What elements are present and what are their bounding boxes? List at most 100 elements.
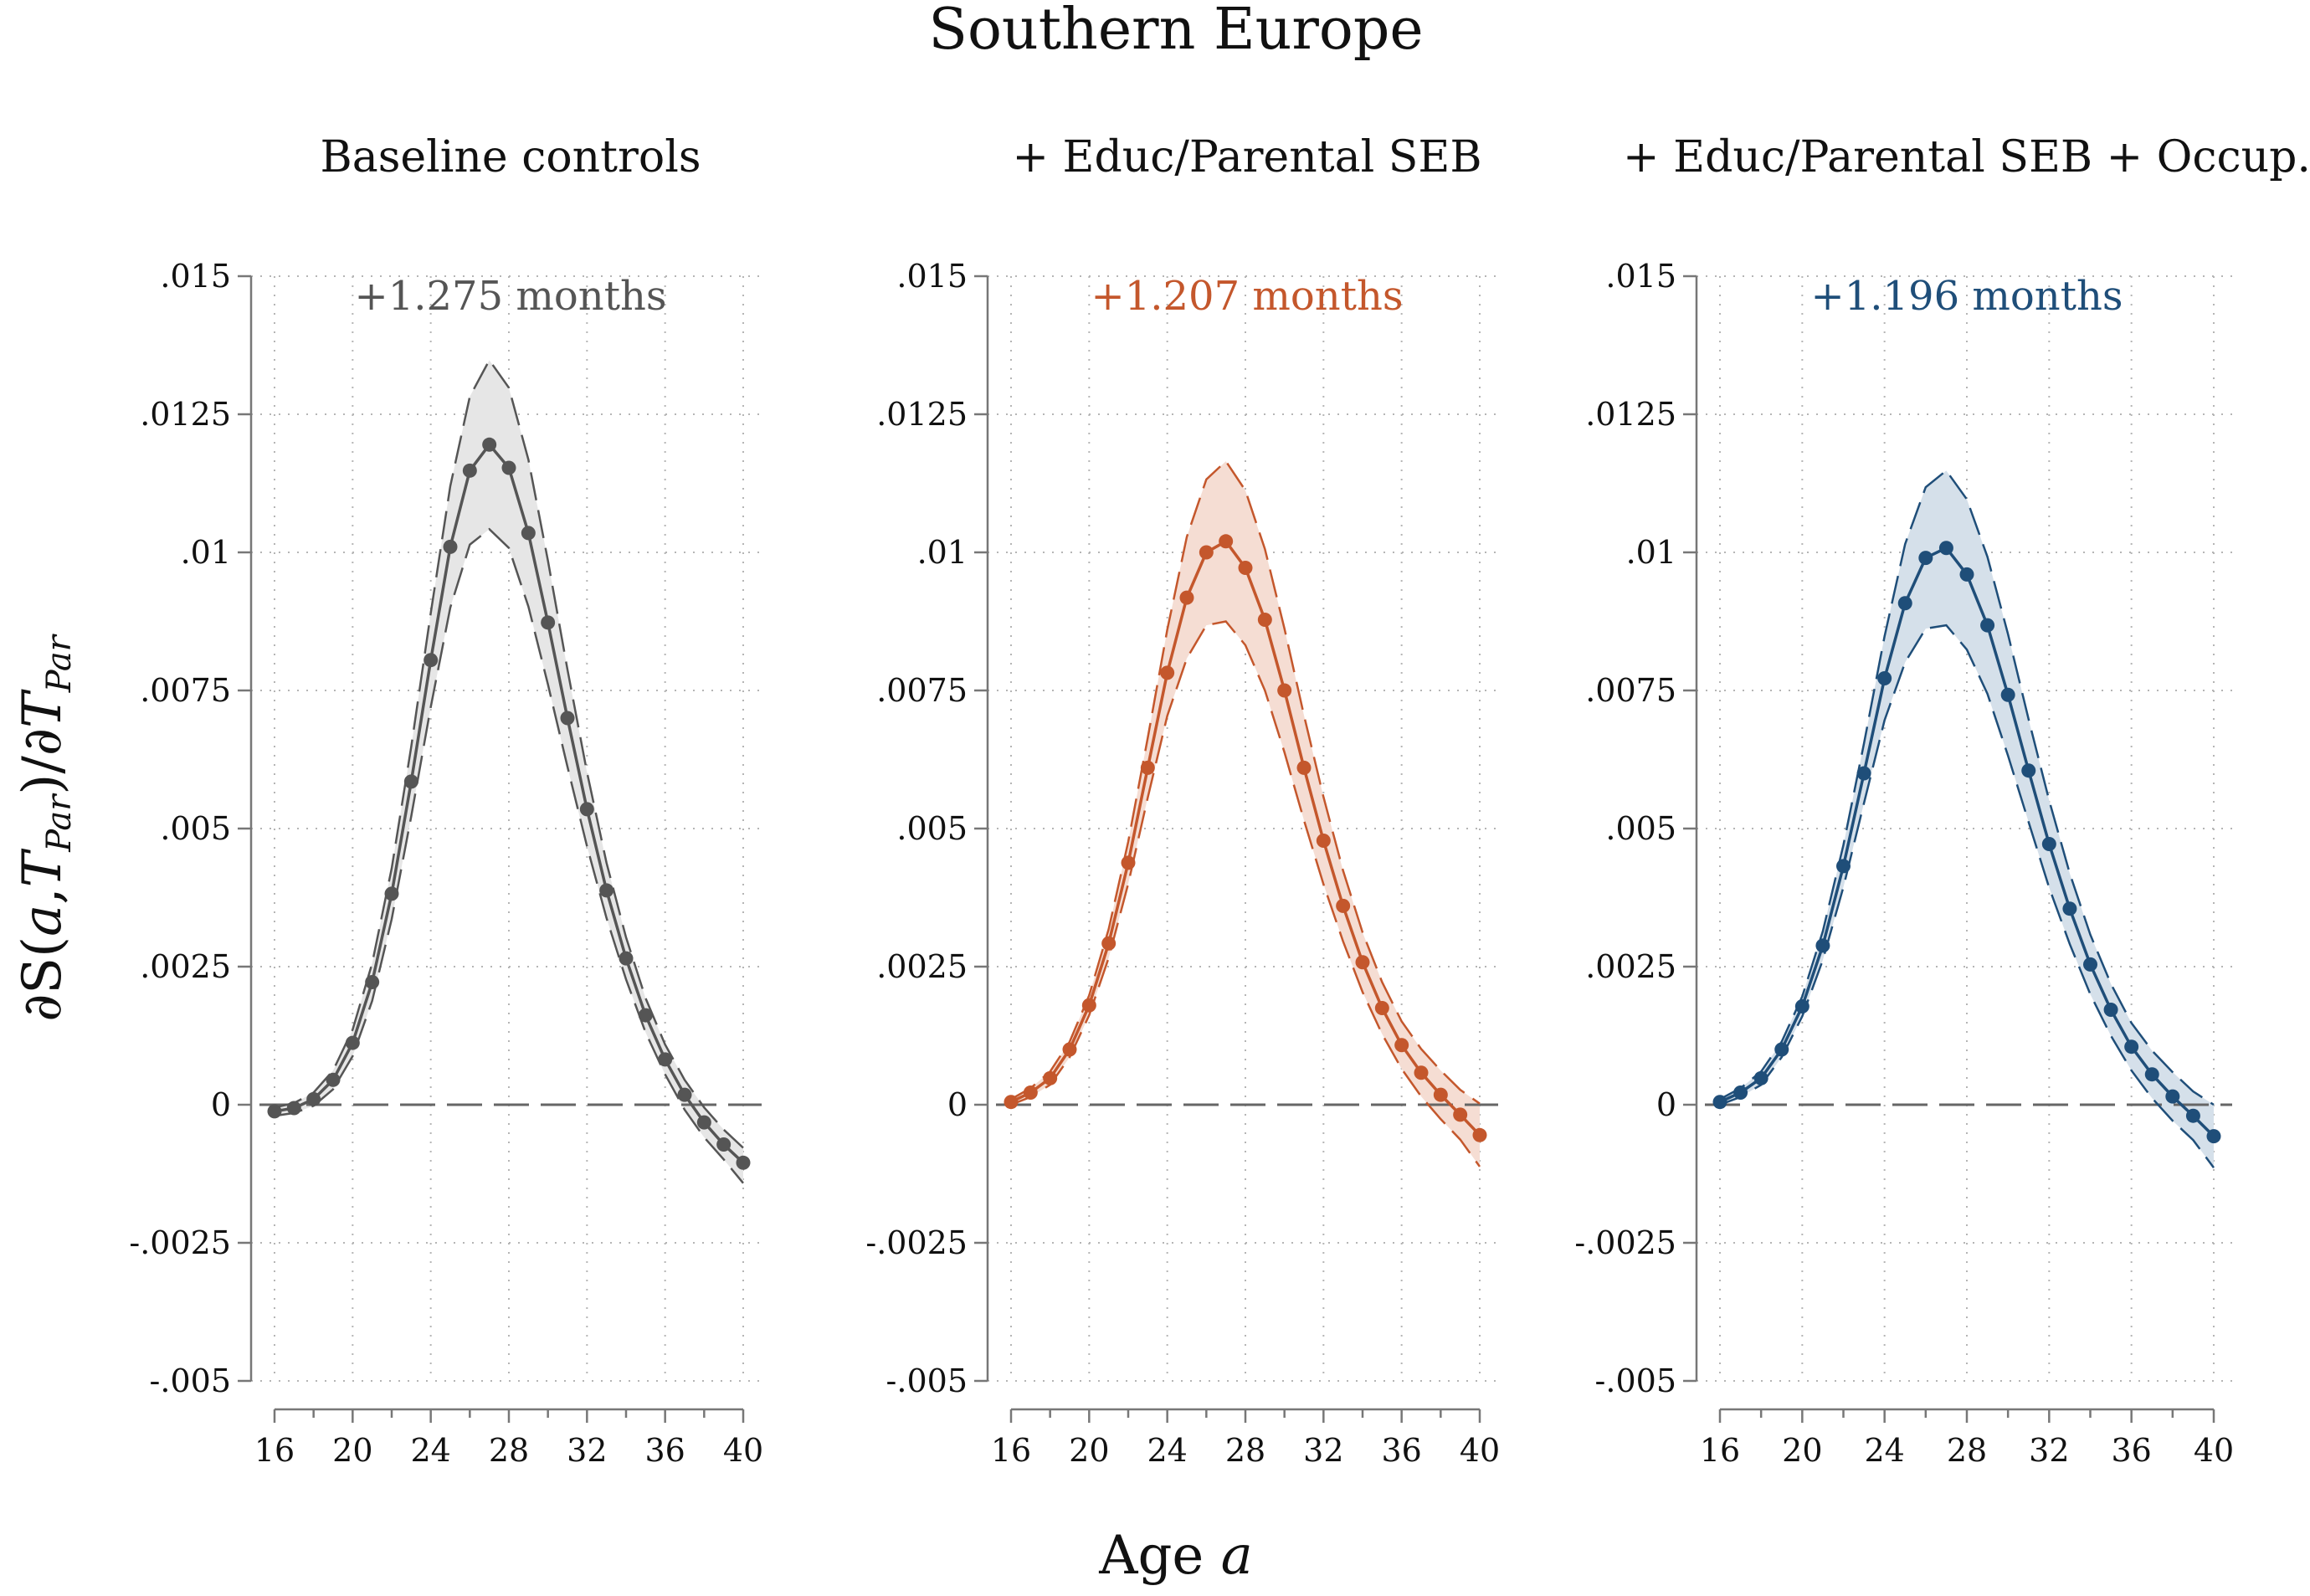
y-tick-label: .005: [1605, 810, 1676, 847]
y-tick-label: .0125: [876, 396, 968, 433]
y-tick-label: .0125: [1585, 396, 1676, 433]
y-tick-label: .01: [181, 534, 231, 571]
data-point: [1140, 760, 1155, 775]
data-point: [1938, 541, 1953, 556]
x-tick-label: 36: [2111, 1432, 2151, 1469]
data-point: [1959, 567, 1974, 582]
data-point: [1472, 1127, 1487, 1142]
months-annotation: +1.275 months: [354, 273, 666, 320]
data-point: [619, 951, 634, 966]
data-point: [2000, 687, 2015, 702]
y-tick-label: .0075: [1585, 672, 1676, 709]
data-point: [1414, 1065, 1429, 1080]
data-point: [306, 1091, 321, 1106]
data-point: [443, 539, 458, 554]
y-tick-label: .01: [917, 534, 968, 571]
data-point: [1316, 834, 1331, 849]
data-point: [1296, 760, 1312, 775]
data-point: [1712, 1095, 1727, 1110]
data-point: [1179, 590, 1194, 605]
data-point: [1374, 1001, 1389, 1015]
months-annotation: +1.196 months: [1810, 273, 2123, 320]
y-tick-label: .0125: [140, 396, 231, 433]
data-point: [2124, 1039, 2139, 1055]
y-axis-title: ∂S(a,TPar)/∂TPar: [12, 633, 79, 1021]
data-point: [716, 1137, 732, 1152]
x-axis-title-word: Age: [1098, 1525, 1204, 1587]
data-point: [1918, 551, 1933, 566]
y-tick-label: .0075: [876, 672, 968, 709]
y-axis-title-subscript: Par: [40, 633, 79, 693]
y-tick-label: .0025: [1585, 948, 1676, 985]
x-tick-label: 16: [991, 1432, 1031, 1469]
y-axis-title-part: )/∂: [12, 728, 74, 795]
panel-title: + Educ/Parental SEB: [1012, 132, 1481, 182]
y-tick-label: -.005: [150, 1363, 231, 1399]
panel-title: + Educ/Parental SEB + Occup.: [1623, 132, 2310, 182]
data-point: [1199, 545, 1214, 560]
data-point: [2083, 957, 2097, 972]
x-tick-label: 40: [723, 1432, 763, 1469]
x-tick-label: 20: [332, 1432, 372, 1469]
y-axis-title-var-a: a: [12, 905, 74, 937]
confidence-band: [1720, 470, 2214, 1168]
y-axis-title-var-t: T: [12, 848, 74, 887]
x-tick-label: 20: [1782, 1432, 1822, 1469]
data-point: [1433, 1087, 1448, 1102]
y-axis-title-comma: ,: [12, 887, 74, 904]
data-point: [1394, 1038, 1409, 1053]
panel-title: Baseline controls: [320, 132, 701, 182]
data-point: [736, 1155, 751, 1170]
data-point: [1004, 1095, 1019, 1110]
data-point: [521, 526, 536, 541]
data-point: [1774, 1042, 1789, 1057]
y-tick-label: 0: [1656, 1086, 1676, 1123]
y-tick-label: .015: [1605, 258, 1676, 295]
y-tick-label: .0025: [876, 948, 968, 985]
x-axis-title-var: a: [1221, 1525, 1253, 1587]
data-point: [1815, 938, 1830, 953]
data-point: [1257, 613, 1272, 628]
x-axis-title: Age a: [1098, 1525, 1253, 1587]
y-tick-label: 0: [947, 1086, 968, 1123]
y-tick-label: -.0025: [865, 1224, 968, 1261]
data-point: [403, 774, 418, 789]
data-point: [1897, 596, 1912, 611]
data-point: [1753, 1070, 1768, 1085]
data-point: [2041, 836, 2056, 851]
data-point: [345, 1035, 360, 1050]
data-point: [696, 1115, 711, 1130]
data-point: [1794, 999, 1810, 1014]
x-tick-label: 20: [1069, 1432, 1109, 1469]
data-point: [1733, 1085, 1748, 1100]
data-point: [1160, 665, 1175, 680]
y-axis-title-var-t: T: [12, 689, 74, 728]
data-point: [365, 974, 380, 989]
data-point: [1043, 1070, 1058, 1085]
panels: Baseline controls .015 .0125 .01 .0075 .005 .0…: [129, 132, 2310, 1469]
y-tick-label: .0025: [140, 948, 231, 985]
data-point: [2062, 901, 2077, 916]
data-point: [501, 460, 516, 475]
data-point: [2144, 1067, 2159, 1082]
x-axis-title-var: [1204, 1525, 1220, 1587]
data-point: [579, 802, 594, 817]
data-point: [1081, 998, 1096, 1013]
x-tick-label: 32: [2029, 1432, 2069, 1469]
ci-lower-line: [1010, 620, 1481, 1167]
data-point: [462, 463, 477, 478]
data-point: [1336, 898, 1351, 913]
data-point: [2206, 1129, 2221, 1144]
ci-upper-line: [1719, 469, 2215, 1106]
y-tick-label: .0075: [140, 672, 231, 709]
x-tick-label: 28: [1225, 1432, 1265, 1469]
chart-panel-1: Baseline controls .015 .0125 .01 .0075 .005 .0…: [129, 132, 763, 1469]
data-point: [560, 711, 575, 726]
data-point: [1453, 1107, 1468, 1122]
data-point: [1836, 859, 1851, 874]
months-annotation: +1.207 months: [1091, 273, 1403, 320]
x-tick-label: 24: [1864, 1432, 1904, 1469]
y-tick-label: 0: [211, 1086, 231, 1123]
x-tick-label: 40: [1460, 1432, 1500, 1469]
data-point: [541, 615, 556, 630]
